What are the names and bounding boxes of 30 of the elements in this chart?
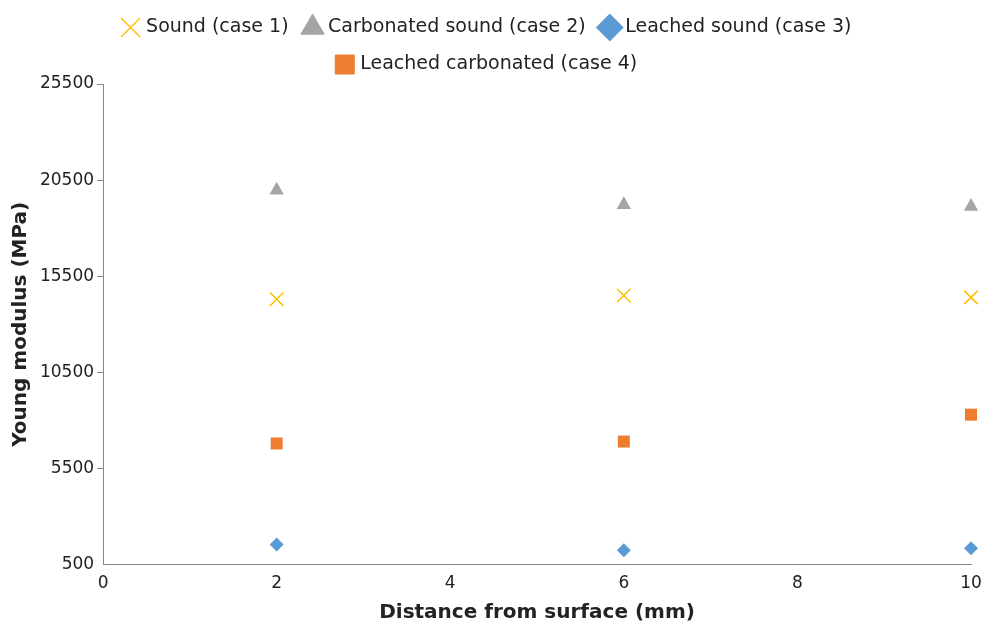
point xyxy=(270,437,283,450)
y-tick-label: 10500 xyxy=(39,360,95,381)
y-axis-title: Young modulus (MPa) xyxy=(7,201,32,448)
y-tick-label: 25500 xyxy=(39,72,95,93)
point xyxy=(269,181,284,195)
x-tick-label: 0 xyxy=(97,572,109,593)
point xyxy=(963,198,979,211)
x-tick-label: 4 xyxy=(444,572,456,593)
legend-label: Leached carbonated (case 4) xyxy=(360,51,638,74)
point xyxy=(269,291,285,307)
y-tick-label: 15500 xyxy=(39,264,95,285)
legend-label: Sound (case 1) xyxy=(146,14,289,37)
legend-label: Leached sound (case 3) xyxy=(625,14,852,37)
point xyxy=(963,289,979,305)
x-tick-label: 8 xyxy=(792,572,803,593)
point xyxy=(616,287,632,303)
y-tick-label: 500 xyxy=(61,553,95,574)
legend-label: Carbonated sound (case 2) xyxy=(328,14,586,37)
point xyxy=(616,196,632,209)
point xyxy=(617,435,630,448)
point xyxy=(965,408,977,421)
x-tick-label: 10 xyxy=(960,572,982,593)
point xyxy=(269,537,284,552)
y-tick-label: 20500 xyxy=(39,168,95,189)
y-tick-label: 5500 xyxy=(50,456,95,477)
point xyxy=(616,543,631,558)
point xyxy=(964,541,978,556)
x-axis-title: Distance from surface (mm) xyxy=(379,599,695,624)
x-tick-label: 6 xyxy=(618,572,630,593)
x-tick-label: 2 xyxy=(271,572,283,593)
